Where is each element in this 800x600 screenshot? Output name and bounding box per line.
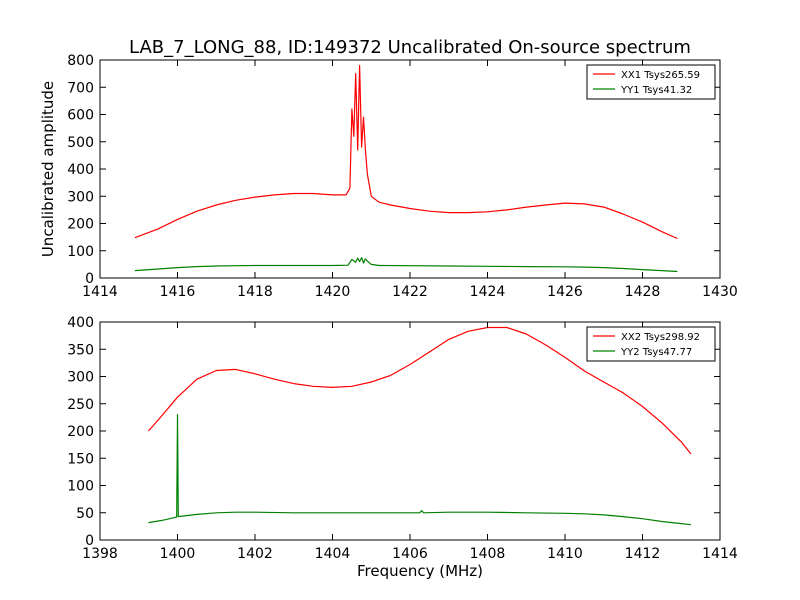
legend: XX1 Tsys265.59 YY1 Tsys41.32	[587, 65, 715, 99]
y-tick-label: 300	[67, 370, 94, 386]
x-tick-label: 1422	[392, 284, 428, 300]
x-tick-label: 1414	[702, 546, 738, 562]
x-tick-label: 1404	[315, 546, 351, 562]
y-tick-label: 150	[67, 451, 94, 467]
x-tick-label: 1430	[702, 284, 738, 300]
y-tick-label: 500	[67, 135, 94, 151]
legend-entry-1: XX1 Tsys265.59	[621, 70, 700, 81]
figure-title: LAB_7_LONG_88, ID:149372 Uncalibrated On…	[129, 37, 691, 58]
legend: XX2 Tsys298.92 YY2 Tsys47.77	[587, 327, 715, 361]
y-tick-label: 250	[67, 397, 94, 413]
y-tick-label: 50	[76, 506, 94, 522]
x-tick-label: 1416	[160, 284, 196, 300]
x-tick-label: 1426	[547, 284, 583, 300]
legend-entry-2: YY1 Tsys41.32	[620, 85, 692, 96]
x-tick-label: 1406	[392, 546, 428, 562]
x-tick-label: 1412	[625, 546, 661, 562]
y-tick-label: 100	[67, 244, 94, 260]
x-axis-label: Frequency (MHz)	[357, 562, 483, 580]
x-tick-label: 1410	[547, 546, 583, 562]
x-tick-label: 1424	[470, 284, 506, 300]
x-tick-label: 1402	[237, 546, 273, 562]
y-tick-label: 400	[67, 162, 94, 178]
y-tick-label: 350	[67, 342, 94, 358]
x-tick-label: 1428	[625, 284, 661, 300]
legend-entry-1: XX2 Tsys298.92	[621, 332, 700, 343]
x-tick-label: 1400	[160, 546, 196, 562]
x-tick-label: 1408	[470, 546, 506, 562]
x-tick-label: 1418	[237, 284, 273, 300]
y-tick-label: 400	[67, 315, 94, 331]
y-tick-label: 600	[67, 108, 94, 124]
legend-entry-2: YY2 Tsys47.77	[620, 347, 692, 358]
x-tick-label: 1420	[315, 284, 351, 300]
y-tick-label: 200	[67, 424, 94, 440]
y-axis-label: Uncalibrated amplitude	[39, 81, 57, 257]
y-tick-label: 200	[67, 217, 94, 233]
y-tick-label: 100	[67, 479, 94, 495]
y-tick-label: 800	[67, 53, 94, 69]
y-tick-label: 300	[67, 189, 94, 205]
y-tick-label: 0	[85, 271, 94, 287]
y-tick-label: 0	[85, 533, 94, 549]
y-tick-label: 700	[67, 80, 94, 96]
